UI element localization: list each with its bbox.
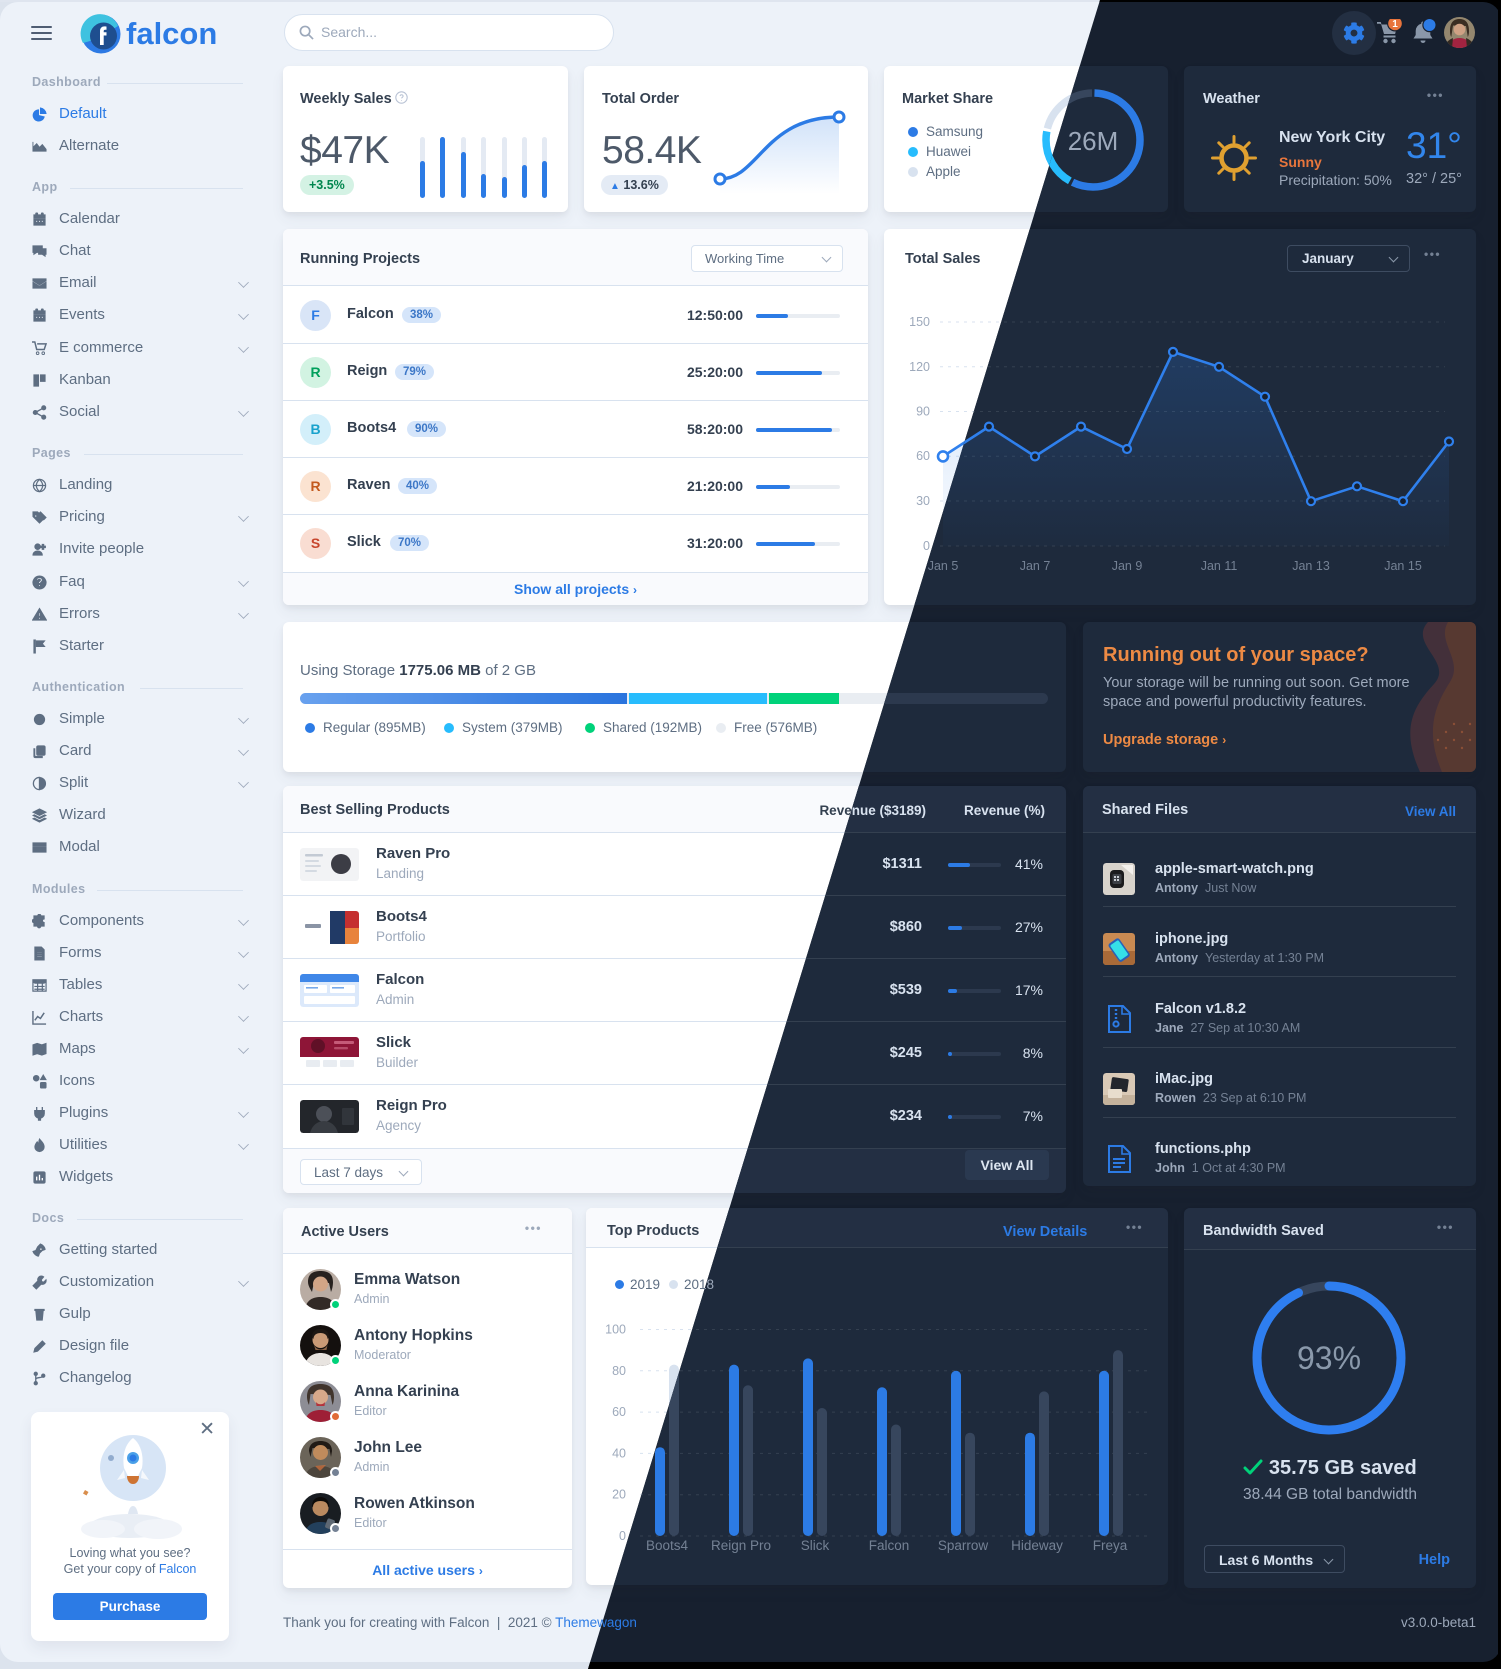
svg-text:93%: 93% xyxy=(1297,1340,1361,1376)
svg-text:60: 60 xyxy=(916,449,930,463)
svg-text:Boots4: Boots4 xyxy=(646,1538,689,1553)
svg-text:Jan 5: Jan 5 xyxy=(928,559,959,573)
svg-text:Reign Pro: Reign Pro xyxy=(711,1538,771,1553)
svg-text:Falcon: Falcon xyxy=(869,1538,910,1553)
svg-text:40: 40 xyxy=(612,1446,626,1460)
svg-text:0: 0 xyxy=(923,539,930,553)
svg-text:60: 60 xyxy=(612,1405,626,1419)
svg-text:Slick: Slick xyxy=(801,1538,830,1553)
svg-text:100: 100 xyxy=(605,1323,626,1337)
svg-text:150: 150 xyxy=(909,315,930,329)
svg-text:Jan 15: Jan 15 xyxy=(1384,559,1422,573)
svg-text:Jan 9: Jan 9 xyxy=(1112,559,1143,573)
svg-text:26M: 26M xyxy=(1068,126,1119,156)
svg-text:30: 30 xyxy=(916,494,930,508)
svg-text:1: 1 xyxy=(1392,19,1398,30)
svg-text:90: 90 xyxy=(916,405,930,419)
svg-text:Jan 13: Jan 13 xyxy=(1292,559,1330,573)
svg-text:80: 80 xyxy=(612,1364,626,1378)
svg-text:Jan 7: Jan 7 xyxy=(1020,559,1051,573)
svg-text:Jan 11: Jan 11 xyxy=(1201,559,1238,573)
svg-text:Freya: Freya xyxy=(1093,1538,1128,1553)
svg-text:Hideway: Hideway xyxy=(1011,1538,1063,1553)
svg-text:20: 20 xyxy=(612,1488,626,1502)
svg-text:Sparrow: Sparrow xyxy=(938,1538,989,1553)
svg-text:0: 0 xyxy=(619,1529,626,1543)
svg-text:120: 120 xyxy=(909,360,930,374)
